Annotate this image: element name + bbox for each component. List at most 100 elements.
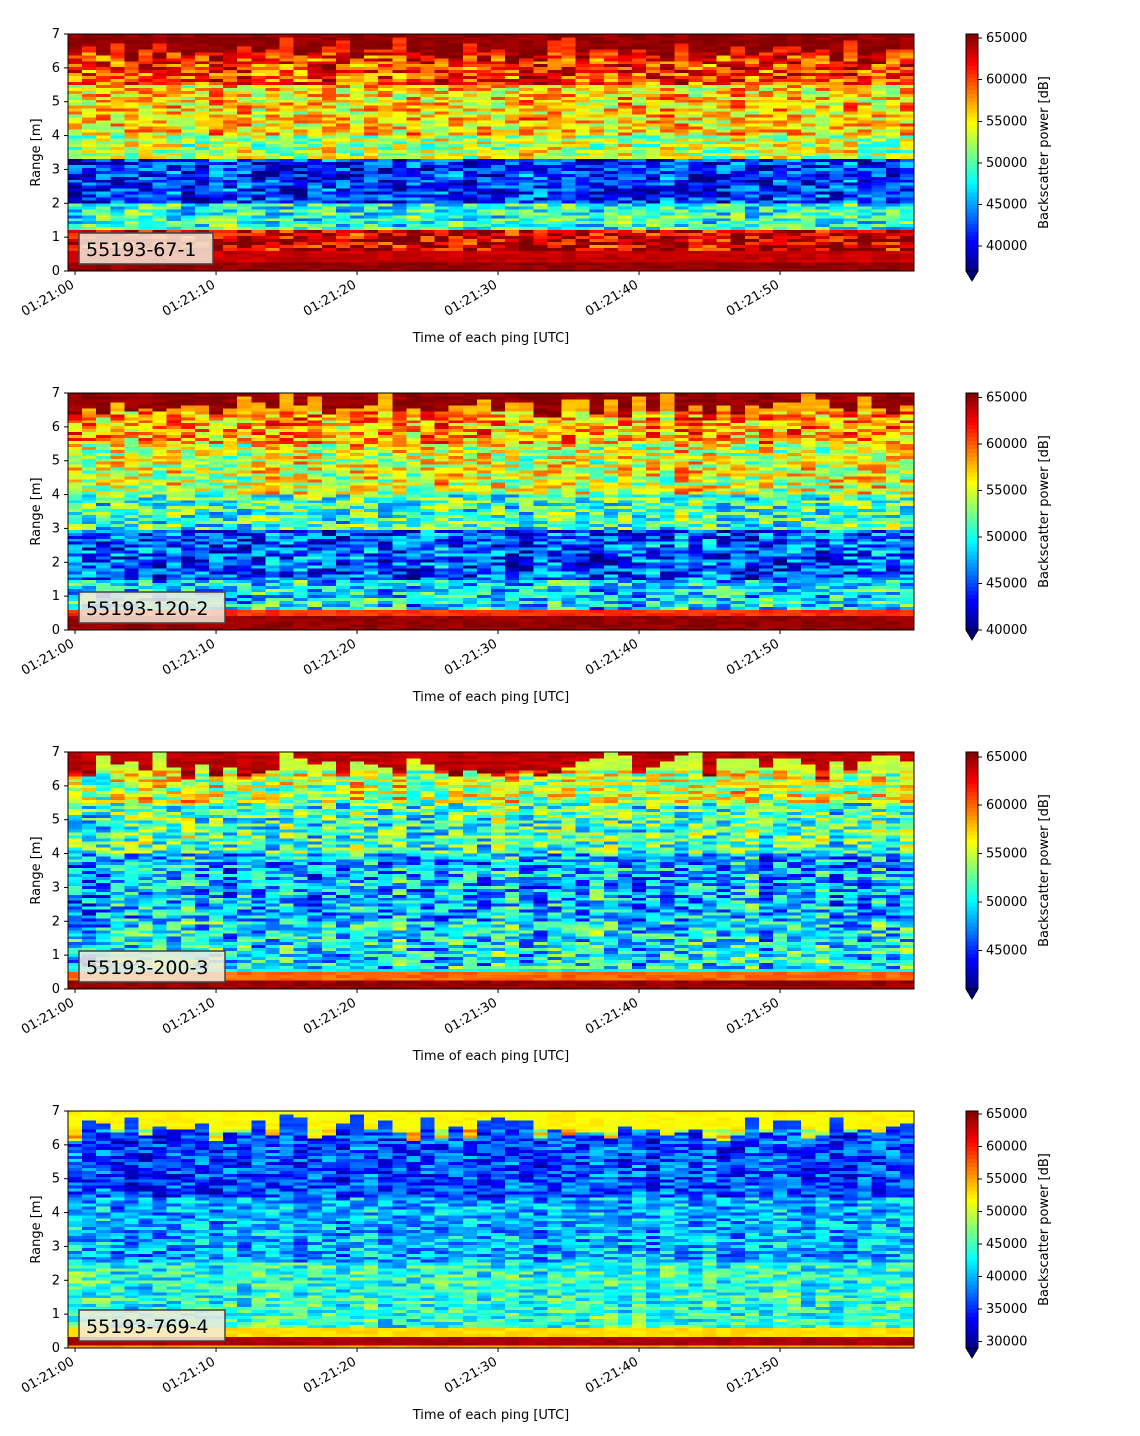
heatmap-cell	[124, 63, 140, 68]
heatmap-cell	[448, 220, 464, 225]
heatmap-cell	[251, 152, 266, 157]
heatmap-cell	[364, 247, 379, 251]
heatmap-cell	[194, 128, 210, 133]
heatmap-cell	[434, 229, 450, 234]
heatmap-cell	[223, 105, 238, 109]
heatmap-cell	[82, 111, 97, 115]
heatmap-cell	[378, 268, 393, 272]
heatmap-cell	[138, 125, 154, 130]
heatmap-cell	[321, 199, 337, 204]
heatmap-cell	[420, 113, 436, 118]
heatmap-cell	[307, 167, 323, 171]
colorbar-segment	[966, 73, 978, 79]
heatmap-cell	[561, 63, 577, 68]
heatmap-cell	[180, 226, 196, 231]
heatmap-cell	[364, 131, 379, 136]
heatmap-cell	[321, 137, 337, 142]
heatmap-cell	[307, 217, 323, 222]
heatmap-cell	[575, 205, 591, 210]
heatmap-cell	[519, 105, 534, 109]
heatmap-cell	[519, 34, 534, 38]
heatmap-cell	[378, 116, 393, 121]
heatmap-cell	[448, 211, 464, 216]
heatmap-cell	[293, 244, 309, 248]
heatmap-cell	[420, 34, 436, 38]
heatmap-cell	[194, 202, 210, 207]
heatmap-cell	[279, 253, 295, 257]
colorbar-segment	[966, 227, 978, 233]
heatmap-cell	[152, 223, 168, 228]
heatmap-cell	[110, 137, 125, 142]
heatmap-cell	[321, 34, 337, 38]
heatmap-cell	[321, 72, 337, 77]
colorbar-segment	[966, 97, 978, 102]
heatmap-cell	[279, 143, 295, 148]
heatmap-cell	[364, 60, 379, 65]
heatmap-cell	[251, 167, 266, 171]
colorbar-segment	[966, 45, 978, 51]
heatmap-cell	[434, 99, 450, 103]
heatmap-cell	[448, 128, 464, 133]
heatmap-cell	[406, 72, 422, 77]
heatmap-cell	[392, 205, 407, 210]
heatmap-cell	[68, 217, 83, 222]
heatmap-cell	[448, 96, 464, 100]
heatmap-cell	[462, 188, 478, 192]
heatmap-cell	[491, 111, 506, 115]
heatmap-cell	[589, 34, 605, 38]
heatmap-cell	[194, 34, 210, 38]
heatmap-cell	[476, 66, 492, 71]
heatmap-cell	[448, 179, 464, 183]
heatmap-cell	[406, 185, 422, 189]
heatmap-cell	[871, 34, 887, 38]
heatmap-cell	[166, 36, 182, 41]
heatmap-cell	[223, 69, 238, 74]
heatmap-cell	[434, 155, 450, 160]
heatmap-cell	[589, 196, 605, 201]
heatmap-cell	[364, 69, 379, 74]
heatmap-cell	[321, 265, 337, 269]
heatmap-cell	[138, 108, 154, 112]
heatmap-cell	[491, 108, 506, 112]
heatmap-cell	[321, 75, 337, 80]
heatmap-cell	[265, 105, 281, 109]
heatmap-cell	[194, 63, 210, 68]
heatmap-cell	[82, 137, 97, 142]
heatmap-cell	[547, 131, 563, 136]
heatmap-cell	[533, 208, 548, 213]
heatmap-cell	[237, 214, 252, 219]
heatmap-cell	[194, 113, 210, 118]
heatmap-cell	[335, 185, 351, 189]
heatmap-cell	[110, 78, 125, 82]
heatmap-cell	[321, 45, 337, 50]
heatmap-cell	[335, 188, 351, 192]
colorbar-segment	[966, 89, 978, 94]
heatmap-cell	[448, 214, 464, 219]
heatmap-cell	[335, 128, 351, 133]
heatmap-cell	[138, 39, 154, 44]
heatmap-cell	[434, 140, 450, 145]
heatmap-cell	[491, 122, 506, 127]
heatmap-cell	[180, 167, 196, 171]
heatmap-cell	[533, 164, 548, 168]
heatmap-cell	[110, 105, 125, 109]
heatmap-cell	[124, 214, 140, 219]
heatmap-cell	[293, 188, 309, 192]
heatmap-cell	[476, 268, 492, 272]
heatmap-cell	[589, 170, 605, 174]
heatmap-cell	[589, 134, 605, 139]
heatmap-cell	[448, 158, 464, 162]
heatmap-cell	[138, 170, 154, 174]
heatmap-cell	[335, 268, 351, 272]
heatmap-cell	[491, 57, 506, 62]
heatmap-cell	[166, 125, 182, 130]
heatmap-cell	[547, 164, 563, 168]
heatmap-cell	[335, 51, 351, 56]
heatmap-cell	[152, 134, 168, 139]
heatmap-cell	[448, 193, 464, 198]
heatmap-cell	[293, 262, 309, 266]
heatmap-cell	[491, 78, 506, 82]
heatmap-cell	[124, 93, 140, 97]
heatmap-cell	[533, 39, 548, 44]
heatmap-cell	[350, 122, 365, 127]
